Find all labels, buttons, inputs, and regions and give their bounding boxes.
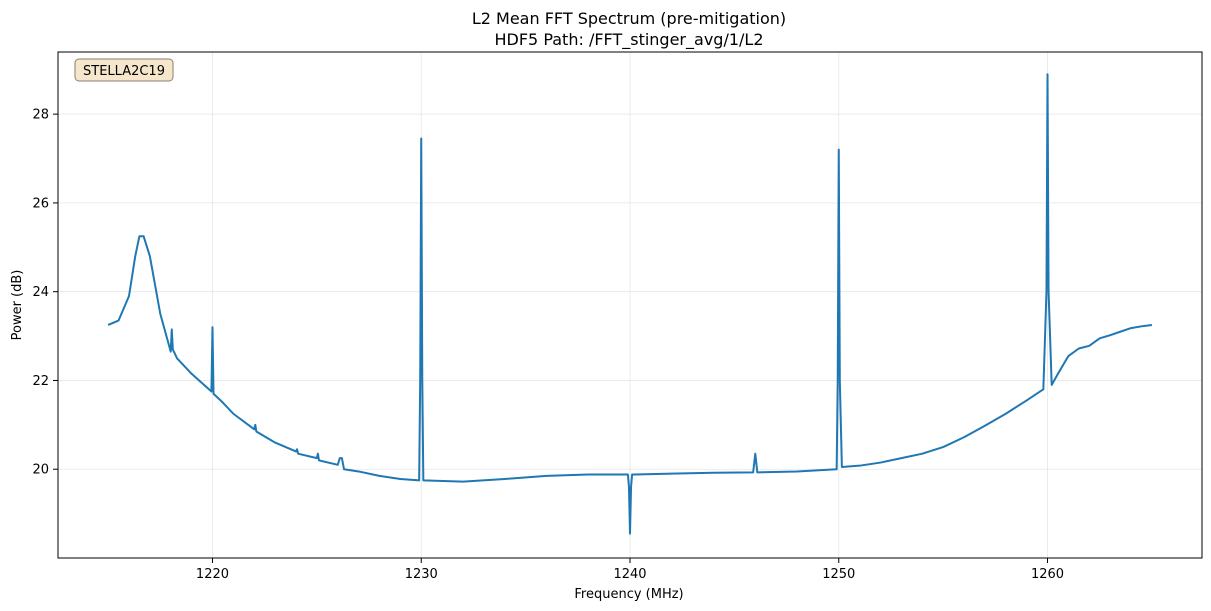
x-tick-label: 1230 bbox=[405, 567, 438, 582]
series-layer bbox=[107, 73, 1153, 535]
annotation-background bbox=[74, 58, 174, 82]
y-axis-ticks: 20 22 24 26 28 bbox=[32, 108, 58, 478]
spectrum-line bbox=[107, 73, 1153, 535]
x-axis-label: Frequency (MHz) bbox=[574, 587, 683, 602]
y-tick-label: 20 bbox=[32, 463, 49, 478]
x-tick-label: 1220 bbox=[196, 567, 229, 582]
y-tick-label: 26 bbox=[32, 196, 49, 211]
chart-subtitle: HDF5 Path: /FFT_stinger_avg/1/L2 bbox=[495, 30, 764, 50]
chart-title: L2 Mean FFT Spectrum (pre-mitigation) bbox=[472, 9, 786, 28]
annotation-label: STELLA2C19 bbox=[83, 64, 165, 79]
x-tick-label: 1260 bbox=[1031, 567, 1064, 582]
x-axis-ticks: 1220 1230 1240 1250 1260 bbox=[196, 558, 1064, 582]
y-tick-label: 22 bbox=[32, 374, 49, 389]
y-tick-label: 28 bbox=[32, 108, 49, 123]
x-tick-label: 1250 bbox=[822, 567, 855, 582]
y-tick-label: 24 bbox=[32, 285, 49, 300]
annotation-box: STELLA2C19 bbox=[74, 58, 174, 82]
x-tick-label: 1240 bbox=[613, 567, 646, 582]
y-axis-label: Power (dB) bbox=[10, 270, 25, 341]
